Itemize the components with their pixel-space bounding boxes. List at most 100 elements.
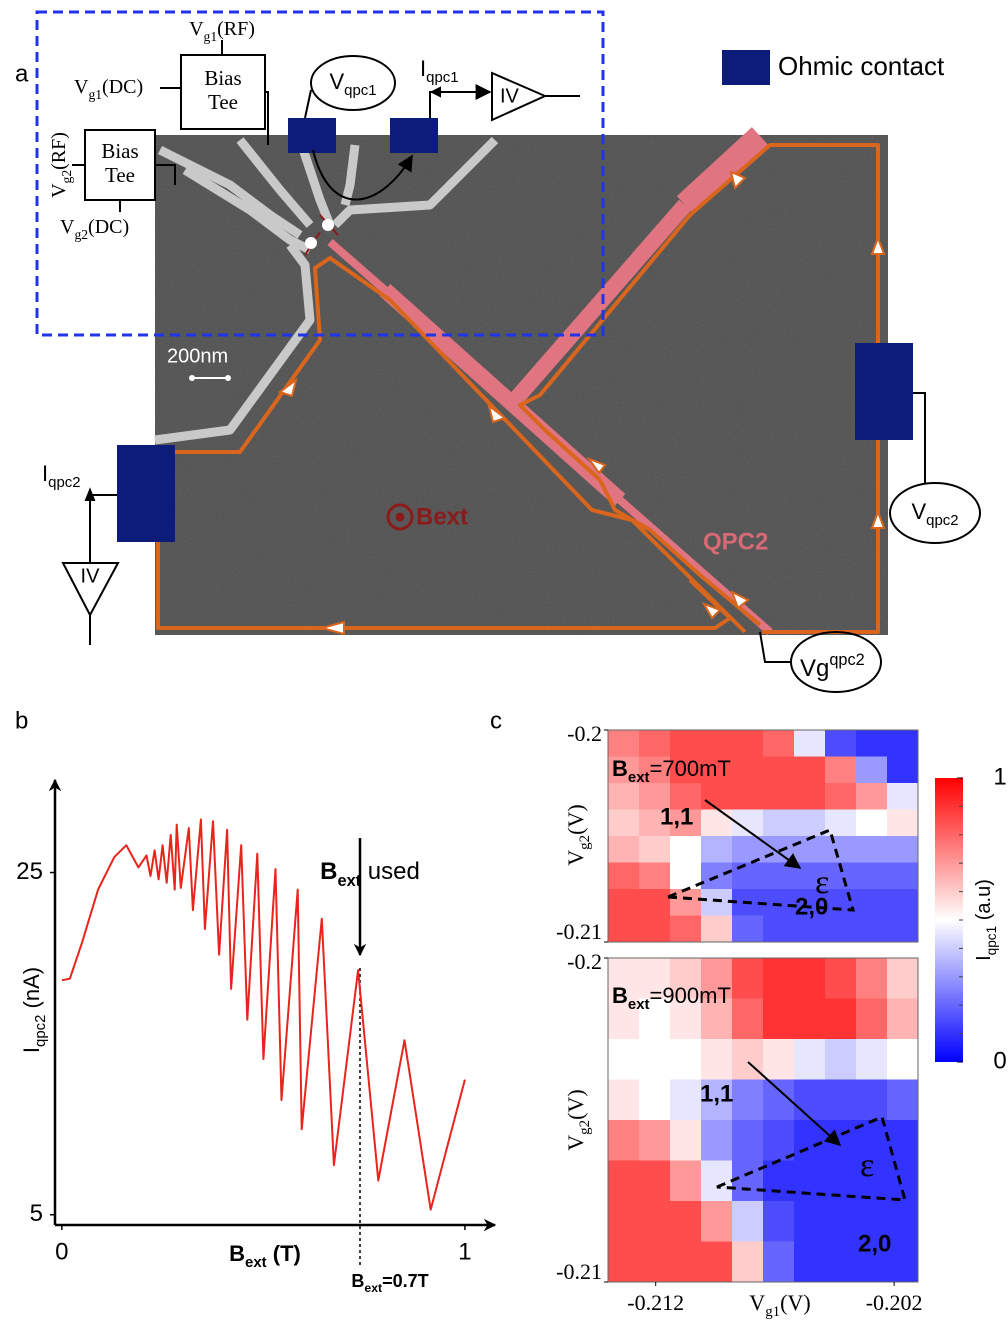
heat-cell — [701, 1039, 733, 1080]
text-part: V — [911, 499, 926, 524]
text-part: B — [612, 756, 628, 781]
heat-cell — [732, 998, 764, 1040]
qpc1-box — [35, 10, 605, 337]
data-line — [61, 818, 466, 1211]
heat-cell — [608, 1079, 640, 1121]
heat-cell — [763, 1201, 795, 1242]
text-part: =700mT — [650, 756, 731, 781]
vg-qpc2: Vgqpc2 — [800, 651, 865, 682]
heat-cell — [639, 756, 671, 784]
text-part: g2 — [59, 170, 74, 184]
vg1-dc: Vg1(DC) — [74, 76, 143, 102]
text-part: V — [749, 1290, 765, 1315]
text-part: B — [320, 858, 337, 885]
text-part: V — [329, 69, 344, 94]
region-label: 1,1 — [660, 803, 693, 830]
heat-cell — [887, 756, 919, 784]
bias-tee: Bias Tee — [204, 66, 241, 114]
heat-cell — [856, 1160, 888, 1202]
heat-cell — [608, 809, 640, 837]
text-part: ext — [338, 872, 362, 890]
text-part: (a.u) — [973, 879, 995, 926]
heat-cell — [670, 958, 702, 999]
heat-cell — [670, 809, 702, 837]
text-part: V — [74, 76, 89, 98]
heat-cell — [887, 783, 919, 810]
y-axis-label: Vg2(V) — [563, 1089, 593, 1150]
heat-cell — [887, 958, 919, 999]
y-tick-label: -0.2 — [567, 949, 602, 974]
heat-cell — [639, 1201, 671, 1242]
text-part: (RF) — [217, 18, 255, 40]
panel-label: b — [15, 707, 28, 734]
heat-cell — [763, 1160, 795, 1202]
heat-cell — [887, 809, 919, 837]
heat-cell — [887, 915, 919, 943]
vqpc1: Vqpc1 — [329, 69, 376, 100]
colorbar-tick-label: 1 — [993, 763, 1006, 790]
heat-cell — [825, 836, 857, 863]
text-part: g1 — [765, 1304, 780, 1320]
heat-cell — [856, 836, 888, 863]
heat-cell — [732, 756, 764, 784]
text-part: V — [563, 1135, 588, 1151]
text-part: g2 — [74, 227, 88, 242]
annotation: Bext=700mT — [612, 756, 731, 787]
heat-cell — [732, 730, 764, 757]
heat-cell — [763, 998, 795, 1040]
heat-cell — [608, 1241, 640, 1283]
text-part: Tee — [208, 90, 238, 114]
heat-cell — [701, 958, 733, 999]
heat-cell — [794, 1120, 826, 1161]
heat-cell — [639, 862, 671, 890]
heat-cell — [794, 1241, 826, 1283]
heat-cell — [825, 756, 857, 784]
text-part: I — [420, 56, 426, 81]
heat-cell — [608, 889, 640, 916]
heat-cell — [639, 836, 671, 863]
text-part: used — [361, 858, 420, 885]
region-label: ε — [860, 1147, 874, 1184]
text-part: g1 — [88, 87, 102, 102]
vqpc2: Vqpc2 — [911, 499, 958, 530]
ohmic-contacts — [117, 50, 913, 542]
iqpc2: Iqpc2 — [42, 461, 81, 492]
heat-cell — [608, 1120, 640, 1161]
heat-cell — [887, 730, 919, 757]
text-part: ext — [364, 1281, 382, 1295]
heat-cell — [608, 915, 640, 943]
heat-cell — [701, 998, 733, 1040]
y-tick-label: 5 — [30, 1200, 43, 1227]
heat-cell — [732, 1039, 764, 1080]
text-part: g1 — [204, 29, 218, 44]
text-part: B — [229, 1241, 245, 1266]
heat-cell — [794, 1079, 826, 1121]
qpc2-label: QPC2 — [703, 528, 768, 555]
x-tick-label: 0 — [55, 1238, 68, 1265]
text-part: (DC) — [88, 216, 129, 238]
x-axis-label: Vg1(V) — [749, 1290, 810, 1320]
heat-cell — [639, 998, 671, 1040]
text-part: I — [19, 1047, 44, 1053]
heat-cell — [763, 915, 795, 943]
heat-cell — [639, 1039, 671, 1080]
iqpc1: Iqpc1 — [420, 56, 459, 87]
heat-cell — [887, 862, 919, 890]
text-part: I — [973, 955, 995, 961]
heat-cell — [856, 889, 888, 916]
heatmap-frame — [607, 957, 919, 1283]
heat-cell — [608, 958, 640, 999]
x-tick-label: -0.202 — [866, 1290, 923, 1315]
heat-cell — [794, 915, 826, 943]
heat-cell — [701, 783, 733, 810]
text-part: Bias — [204, 66, 241, 90]
text-part: ext — [628, 996, 650, 1013]
heat-cell — [639, 1160, 671, 1202]
text-part: Tee — [105, 163, 135, 187]
heat-cell — [732, 862, 764, 890]
heat-cell — [825, 1039, 857, 1080]
text-part: =900mT — [650, 983, 731, 1008]
text-part: (nA) — [19, 967, 44, 1015]
heat-cell — [856, 783, 888, 810]
